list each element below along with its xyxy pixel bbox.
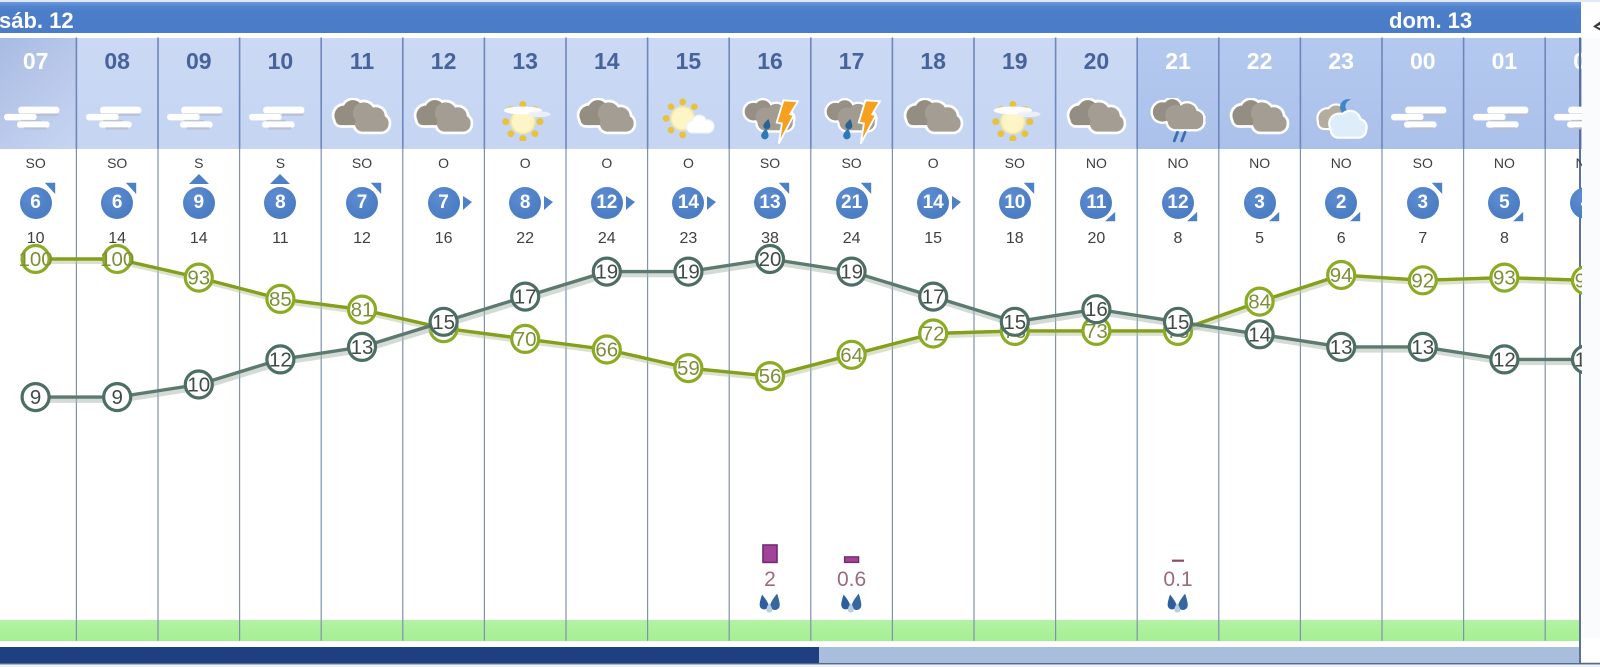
svg-text:9: 9 <box>111 386 122 409</box>
svg-text:16: 16 <box>1085 298 1108 321</box>
svg-text:73: 73 <box>1085 320 1108 343</box>
svg-text:81: 81 <box>351 299 374 322</box>
svg-text:17: 17 <box>922 286 945 309</box>
svg-text:19: 19 <box>840 261 863 284</box>
svg-text:17: 17 <box>514 286 537 309</box>
svg-text:15: 15 <box>1003 311 1026 334</box>
svg-text:13: 13 <box>1411 336 1434 359</box>
svg-text:66: 66 <box>595 339 618 362</box>
svg-text:0.1: 0.1 <box>1163 568 1192 591</box>
svg-text:12: 12 <box>269 348 292 371</box>
svg-text:100: 100 <box>18 248 52 271</box>
svg-text:70: 70 <box>514 328 537 351</box>
svg-text:13: 13 <box>1330 336 1353 359</box>
svg-text:19: 19 <box>595 261 618 284</box>
svg-text:12: 12 <box>1493 348 1516 371</box>
svg-text:59: 59 <box>677 357 700 380</box>
svg-text:84: 84 <box>1248 291 1271 314</box>
svg-text:72: 72 <box>922 323 945 346</box>
svg-text:100: 100 <box>100 248 134 271</box>
svg-text:94: 94 <box>1330 264 1353 287</box>
svg-text:64: 64 <box>840 344 863 367</box>
svg-text:13: 13 <box>351 336 374 359</box>
svg-text:19: 19 <box>677 261 700 284</box>
svg-text:20: 20 <box>759 248 782 271</box>
svg-text:15: 15 <box>432 311 455 334</box>
svg-text:56: 56 <box>759 365 782 388</box>
svg-text:93: 93 <box>187 267 210 290</box>
svg-text:10: 10 <box>187 374 210 397</box>
svg-text:14: 14 <box>1248 323 1271 346</box>
svg-text:85: 85 <box>269 288 292 311</box>
svg-text:9: 9 <box>30 386 41 409</box>
svg-text:92: 92 <box>1411 269 1434 292</box>
svg-text:93: 93 <box>1493 267 1516 290</box>
svg-text:2: 2 <box>764 568 776 591</box>
svg-text:0.6: 0.6 <box>837 568 866 591</box>
svg-text:15: 15 <box>1167 311 1190 334</box>
